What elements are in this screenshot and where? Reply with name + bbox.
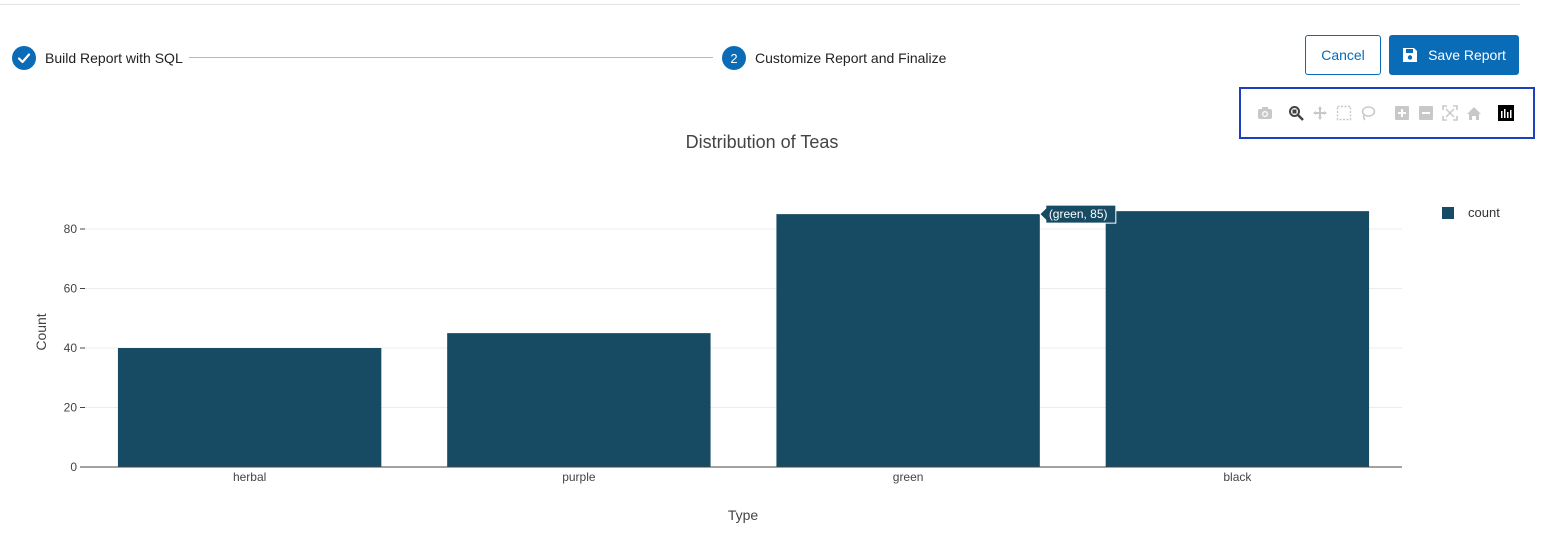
- bar-green[interactable]: [776, 214, 1040, 467]
- camera-icon[interactable]: [1257, 105, 1273, 121]
- save-button-label: Save Report: [1428, 47, 1506, 63]
- y-axis-label: Count: [33, 313, 49, 350]
- zoom-out-icon[interactable]: [1418, 105, 1434, 121]
- bar-herbal[interactable]: [117, 348, 382, 467]
- floppy-disk-icon: [1402, 47, 1418, 63]
- pan-icon[interactable]: [1312, 105, 1328, 121]
- y-tick-label: 0: [70, 460, 77, 474]
- top-divider: [0, 4, 1520, 5]
- step-customize-report[interactable]: 2 Customize Report and Finalize: [722, 46, 946, 70]
- autoscale-icon[interactable]: [1442, 105, 1458, 121]
- step-label: Customize Report and Finalize: [755, 50, 947, 66]
- cancel-button[interactable]: Cancel: [1305, 35, 1381, 75]
- x-tick-label: green: [893, 470, 924, 484]
- zoom-icon[interactable]: [1288, 105, 1304, 121]
- step-number: 2: [722, 46, 746, 70]
- save-report-button[interactable]: Save Report: [1389, 35, 1519, 75]
- x-tick-label: black: [1223, 470, 1252, 484]
- x-axis-label: Type: [728, 507, 759, 523]
- plotly-logo-icon[interactable]: [1498, 105, 1514, 121]
- step-connector: [189, 57, 713, 58]
- y-tick-label: 80: [64, 222, 78, 236]
- y-tick-label: 20: [64, 401, 78, 415]
- reset-axes-icon[interactable]: [1466, 105, 1482, 121]
- lasso-select-icon[interactable]: [1360, 105, 1376, 121]
- chart-modebar: [1239, 87, 1535, 139]
- step-label: Build Report with SQL: [45, 50, 183, 66]
- zoom-in-icon[interactable]: [1394, 105, 1410, 121]
- hover-tooltip: (green, 85): [1039, 204, 1117, 224]
- legend-label[interactable]: count: [1468, 205, 1500, 220]
- x-tick-label: herbal: [233, 470, 266, 484]
- box-select-icon[interactable]: [1336, 105, 1352, 121]
- check-icon: [12, 46, 36, 70]
- bar-black[interactable]: [1105, 211, 1370, 467]
- x-tick-label: purple: [562, 470, 596, 484]
- svg-text:(green, 85): (green, 85): [1049, 207, 1108, 221]
- legend-swatch[interactable]: [1442, 207, 1454, 219]
- bar-purple[interactable]: [447, 333, 711, 467]
- y-tick-label: 60: [64, 282, 78, 296]
- step-build-report[interactable]: Build Report with SQL: [12, 46, 183, 70]
- y-tick-label: 40: [64, 341, 78, 355]
- chart-title: Distribution of Teas: [686, 132, 839, 152]
